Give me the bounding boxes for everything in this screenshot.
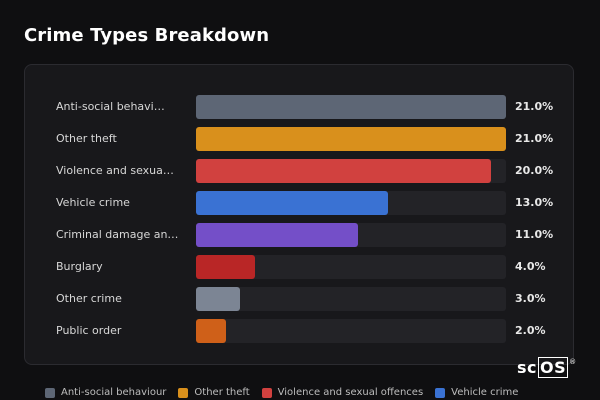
bar-row: Anti-social behavi… 21.0% xyxy=(25,95,573,119)
bar-track xyxy=(196,223,506,247)
legend-item: Anti-social behaviour xyxy=(45,387,166,398)
legend-item: Violence and sexual offences xyxy=(261,387,424,398)
bar xyxy=(196,127,506,151)
value-label: 11.0% xyxy=(515,228,554,241)
logo-registered-mark: ® xyxy=(569,358,577,366)
category-label: Criminal damage an… xyxy=(56,228,179,241)
scos-logo: sc OS ® xyxy=(517,357,577,378)
bar-track xyxy=(196,95,506,119)
value-label: 13.0% xyxy=(515,196,554,209)
legend-swatch xyxy=(45,387,55,398)
legend-label: Anti-social behaviour xyxy=(61,387,167,398)
category-label: Burglary xyxy=(56,260,103,273)
bar-track xyxy=(196,127,506,151)
legend-item: Other theft xyxy=(178,387,250,398)
category-label: Other theft xyxy=(56,132,117,145)
value-label: 20.0% xyxy=(515,164,554,177)
chart-legend: Anti-social behaviour Other theft Violence… xyxy=(45,387,518,398)
category-label: Violence and sexua… xyxy=(56,164,174,177)
bar xyxy=(196,223,358,247)
legend-label: Violence and sexual offences xyxy=(277,387,424,398)
bar-row: Vehicle crime 13.0% xyxy=(25,191,573,215)
legend-label: Other theft xyxy=(194,387,250,398)
value-label: 21.0% xyxy=(515,100,554,113)
legend-swatch xyxy=(178,387,189,398)
bar-row: Burglary 4.0% xyxy=(25,255,573,279)
category-label: Public order xyxy=(56,324,122,337)
value-label: 3.0% xyxy=(515,292,546,305)
bar-track xyxy=(196,191,506,215)
logo-text-plain: sc xyxy=(517,358,538,377)
chart-panel: Anti-social behavi… 21.0% Other theft 21.0%… xyxy=(24,64,574,365)
category-label: Anti-social behavi… xyxy=(56,100,165,113)
bar xyxy=(196,191,388,215)
bar-track xyxy=(196,255,506,279)
bar-row: Criminal damage an… 11.0% xyxy=(25,223,573,247)
bar-track xyxy=(196,159,506,183)
bar xyxy=(196,159,491,183)
legend-item: Vehicle crime xyxy=(435,387,518,398)
value-label: 4.0% xyxy=(515,260,546,273)
legend-swatch xyxy=(261,387,272,398)
legend-swatch xyxy=(435,387,446,398)
legend-label: Vehicle crime xyxy=(451,387,519,398)
bar xyxy=(196,95,506,119)
value-label: 21.0% xyxy=(515,132,554,145)
value-label: 2.0% xyxy=(515,324,546,337)
category-label: Other crime xyxy=(56,292,122,305)
bar-row: Public order 2.0% xyxy=(25,319,573,343)
category-label: Vehicle crime xyxy=(56,196,130,209)
bar xyxy=(196,255,255,279)
bar-row: Other theft 21.0% xyxy=(25,127,573,151)
bar-track xyxy=(196,319,506,343)
bar-row: Violence and sexua… 20.0% xyxy=(25,159,573,183)
bar xyxy=(196,287,240,311)
bar-track xyxy=(196,287,506,311)
logo-text-boxed: OS xyxy=(538,357,569,378)
bar xyxy=(196,319,226,343)
bar-row: Other crime 3.0% xyxy=(25,287,573,311)
chart-title: Crime Types Breakdown xyxy=(24,25,270,46)
